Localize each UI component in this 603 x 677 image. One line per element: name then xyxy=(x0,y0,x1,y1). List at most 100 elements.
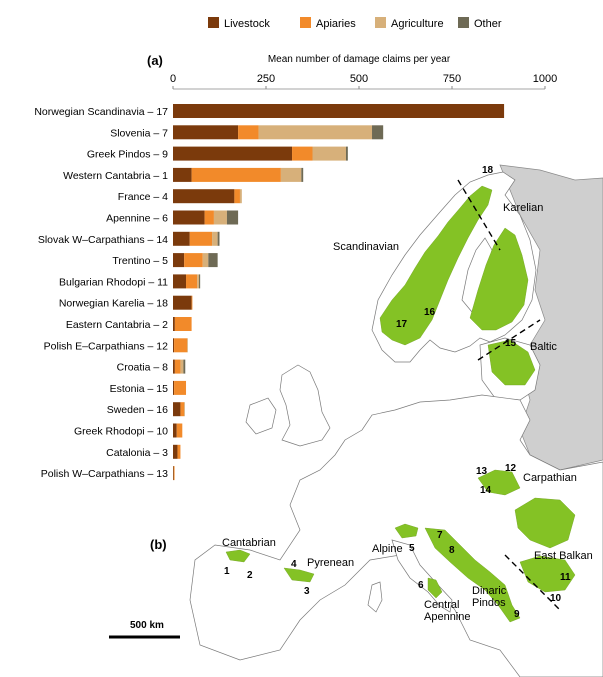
range-apennine xyxy=(427,577,443,599)
bar-segment-other xyxy=(345,146,348,161)
population-number-1: 1 xyxy=(224,566,230,577)
legend-label-agriculture: Agriculture xyxy=(391,18,444,30)
map-label-dinaric-pindos: Dinaric Pindos xyxy=(472,585,507,609)
bar-segment-livestock xyxy=(173,380,175,395)
x-tick-label-500: 500 xyxy=(350,73,368,85)
category-label: Norwegian Karelia – 18 xyxy=(59,298,168,310)
bar-segment-livestock xyxy=(173,338,175,353)
bar-segment-livestock xyxy=(173,274,187,289)
x-tick-label-750: 750 xyxy=(443,73,461,85)
bar-segment-apiaries xyxy=(180,402,185,417)
bar-segment-agriculture xyxy=(180,359,184,374)
map-nonstudy-east xyxy=(499,164,603,471)
category-label: Western Cantabria – 1 xyxy=(63,170,168,182)
map-label-scandinavian: Scandinavian xyxy=(333,241,399,253)
bar-segment-livestock xyxy=(173,444,178,459)
legend-item-agriculture: Agriculture xyxy=(375,17,444,30)
population-number-7: 7 xyxy=(437,530,443,541)
bar-segment-livestock xyxy=(173,125,239,140)
bar-segment-agriculture xyxy=(212,231,218,246)
population-number-15: 15 xyxy=(505,338,517,349)
category-label: Slovenia – 7 xyxy=(110,127,168,139)
category-label: Slovak W–Carpathians – 14 xyxy=(38,234,168,246)
x-axis-ticks: 0 250 500 750 1000 xyxy=(170,73,557,89)
map-divider-scandinavia xyxy=(457,179,501,251)
legend-item-apiaries: Apiaries xyxy=(300,17,356,30)
bar-segment-livestock xyxy=(173,295,192,310)
bar-segment-apiaries xyxy=(174,380,187,395)
population-number-10: 10 xyxy=(550,593,562,604)
bar-segment-apiaries xyxy=(174,338,188,353)
bar-segment-livestock xyxy=(173,167,192,182)
map-divider-balkan xyxy=(504,554,561,611)
population-number-5: 5 xyxy=(409,543,415,554)
bar-segment-livestock xyxy=(173,466,174,481)
legend: Livestock Apiaries Agriculture Other xyxy=(208,17,502,30)
bar-segment-apiaries xyxy=(204,210,214,225)
population-number-12: 12 xyxy=(505,463,517,474)
legend-swatch-livestock xyxy=(208,17,219,28)
range-baltic xyxy=(487,339,536,386)
category-label: Apennine – 6 xyxy=(106,213,168,225)
bar-segment-apiaries xyxy=(238,125,259,140)
bar-segment-livestock xyxy=(173,189,235,204)
map-label-pyrenean: Pyrenean xyxy=(307,557,354,569)
legend-label-livestock: Livestock xyxy=(224,18,270,30)
map-label-alpine: Alpine xyxy=(372,543,403,555)
bar-segment-other xyxy=(217,231,220,246)
bar-segment-apiaries xyxy=(173,466,175,481)
bar-segment-apiaries xyxy=(184,253,203,268)
range-carpathian xyxy=(477,469,521,496)
population-number-17: 17 xyxy=(396,319,408,330)
bar-segment-other xyxy=(301,167,304,182)
bar-segment-agriculture xyxy=(213,210,227,225)
legend-swatch-other xyxy=(458,17,469,28)
population-number-14: 14 xyxy=(480,485,492,496)
panel-a-tag: (a) xyxy=(147,53,163,68)
category-label: Polish E–Carpathians – 12 xyxy=(44,340,168,352)
category-label: France – 4 xyxy=(118,191,168,203)
population-number-13: 13 xyxy=(476,466,488,477)
bar-segment-agriculture xyxy=(239,189,242,204)
bar-segment-apiaries xyxy=(177,444,181,459)
category-label: Catalonia – 3 xyxy=(106,447,168,459)
bar-segment-livestock xyxy=(173,359,175,374)
map-panel: Scandinavian Karelian Baltic Carpathian … xyxy=(109,164,603,677)
range-carpathian-east xyxy=(514,497,576,549)
map-land-sardinia xyxy=(367,581,383,613)
bar-segment-apiaries xyxy=(174,317,192,331)
map-label-cantabrian: Cantabrian xyxy=(222,537,276,549)
population-number-9: 9 xyxy=(514,609,520,620)
x-tick-label-0: 0 xyxy=(170,73,176,85)
bar-segment-apiaries xyxy=(191,167,281,182)
bar-chart: (a) Mean number of damage claims per yea… xyxy=(34,53,557,481)
bar-segment-other xyxy=(226,210,239,225)
scale-bar-label: 500 km xyxy=(130,620,164,631)
bar-segment-agriculture xyxy=(280,167,302,182)
bar-segment-livestock xyxy=(173,104,505,118)
range-pyrenean xyxy=(283,567,315,583)
bar-segment-agriculture xyxy=(187,338,188,353)
population-number-16: 16 xyxy=(424,307,436,318)
bar-segment-apiaries xyxy=(174,359,181,374)
x-tick-label-250: 250 xyxy=(257,73,275,85)
legend-label-other: Other xyxy=(474,18,502,30)
population-number-4: 4 xyxy=(291,559,297,570)
bar-segment-apiaries xyxy=(186,274,198,289)
map-land-britain xyxy=(279,364,331,447)
bars xyxy=(173,104,505,481)
bar-segment-apiaries xyxy=(191,295,193,310)
legend-item-livestock: Livestock xyxy=(208,17,270,30)
category-label: Eastern Cantabria – 2 xyxy=(66,319,168,331)
population-number-11: 11 xyxy=(560,572,571,583)
bar-segment-agriculture xyxy=(258,125,373,140)
range-cantabrian xyxy=(225,549,251,563)
x-axis-title: Mean number of damage claims per year xyxy=(268,54,451,65)
bar-segment-agriculture xyxy=(312,146,346,161)
bar-segment-livestock xyxy=(173,231,190,246)
population-number-8: 8 xyxy=(449,545,455,556)
category-label: Greek Rhodopi – 10 xyxy=(74,426,168,438)
bar-segment-apiaries xyxy=(176,423,183,438)
